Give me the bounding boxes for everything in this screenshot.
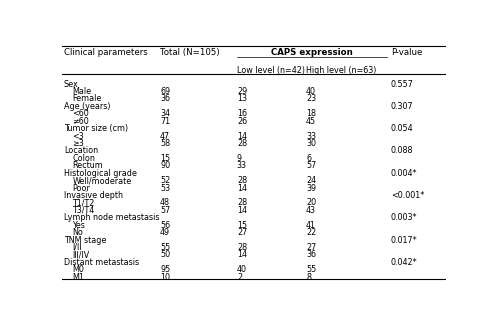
Text: 6: 6: [306, 154, 311, 163]
Text: 28: 28: [237, 176, 247, 185]
Text: 90: 90: [160, 161, 170, 170]
Text: 16: 16: [237, 109, 247, 118]
Text: Low level (n=42): Low level (n=42): [237, 66, 305, 75]
Text: 0.042*: 0.042*: [391, 258, 417, 267]
Text: 50: 50: [160, 250, 170, 259]
Text: Female: Female: [72, 95, 102, 103]
Text: 71: 71: [160, 117, 170, 126]
Text: 0.017*: 0.017*: [391, 235, 417, 245]
Text: I/II: I/II: [72, 243, 82, 252]
Text: High level (n=63): High level (n=63): [306, 66, 376, 75]
Text: 69: 69: [160, 87, 170, 96]
Text: 58: 58: [160, 139, 170, 148]
Text: 0.088: 0.088: [391, 146, 413, 155]
Text: CAPS expression: CAPS expression: [271, 48, 353, 57]
Text: 33: 33: [306, 131, 316, 141]
Text: 45: 45: [306, 117, 316, 126]
Text: Age (years): Age (years): [64, 102, 111, 111]
Text: 34: 34: [160, 109, 170, 118]
Text: 56: 56: [160, 221, 170, 230]
Text: 14: 14: [237, 183, 247, 193]
Text: 15: 15: [237, 221, 247, 230]
Text: ≠60: ≠60: [72, 117, 89, 126]
Text: 55: 55: [306, 265, 316, 274]
Text: 14: 14: [237, 250, 247, 259]
Text: Invasive depth: Invasive depth: [64, 191, 123, 200]
Text: 0.307: 0.307: [391, 102, 413, 111]
Text: 15: 15: [160, 154, 170, 163]
Text: Male: Male: [72, 87, 91, 96]
Text: M1: M1: [72, 273, 84, 282]
Text: Total (N=105): Total (N=105): [160, 48, 220, 57]
Text: T1/T2: T1/T2: [72, 198, 95, 207]
Text: 27: 27: [306, 243, 316, 252]
Text: 9: 9: [237, 154, 242, 163]
Text: 28: 28: [237, 198, 247, 207]
Text: <3: <3: [72, 131, 84, 141]
Text: 28: 28: [237, 243, 247, 252]
Text: III/IV: III/IV: [72, 250, 90, 259]
Text: 57: 57: [306, 161, 316, 170]
Text: 8: 8: [306, 273, 311, 282]
Text: 10: 10: [160, 273, 170, 282]
Text: Poor: Poor: [72, 183, 90, 193]
Text: 14: 14: [237, 131, 247, 141]
Text: 0.004*: 0.004*: [391, 169, 417, 178]
Text: M0: M0: [72, 265, 84, 274]
Text: 47: 47: [160, 131, 170, 141]
Text: Histological grade: Histological grade: [64, 169, 137, 178]
Text: 2: 2: [237, 273, 242, 282]
Text: Tumor size (cm): Tumor size (cm): [64, 124, 128, 133]
Text: 22: 22: [306, 228, 316, 237]
Text: 0.003*: 0.003*: [391, 213, 417, 222]
Text: Sex: Sex: [64, 79, 79, 89]
Text: Lymph node metastasis: Lymph node metastasis: [64, 213, 159, 222]
Text: 95: 95: [160, 265, 170, 274]
Text: 29: 29: [237, 87, 247, 96]
Text: 36: 36: [306, 250, 316, 259]
Text: <0.001*: <0.001*: [391, 191, 424, 200]
Text: Yes: Yes: [72, 221, 85, 230]
Text: 18: 18: [306, 109, 316, 118]
Text: 23: 23: [306, 95, 316, 103]
Text: 27: 27: [237, 228, 247, 237]
Text: <60: <60: [72, 109, 89, 118]
Text: Colon: Colon: [72, 154, 95, 163]
Text: 41: 41: [306, 221, 316, 230]
Text: 40: 40: [237, 265, 247, 274]
Text: 0.557: 0.557: [391, 79, 414, 89]
Text: TNM stage: TNM stage: [64, 235, 106, 245]
Text: No: No: [72, 228, 83, 237]
Text: 28: 28: [237, 139, 247, 148]
Text: 55: 55: [160, 243, 170, 252]
Text: 57: 57: [160, 206, 170, 215]
Text: T3/T4: T3/T4: [72, 206, 95, 215]
Text: 43: 43: [306, 206, 316, 215]
Text: Well/moderate: Well/moderate: [72, 176, 131, 185]
Text: 24: 24: [306, 176, 316, 185]
Text: 33: 33: [237, 161, 247, 170]
Text: 0.054: 0.054: [391, 124, 413, 133]
Text: ≥3: ≥3: [72, 139, 84, 148]
Text: 26: 26: [237, 117, 247, 126]
Text: P-value: P-value: [391, 48, 422, 57]
Text: 49: 49: [160, 228, 170, 237]
Text: 30: 30: [306, 139, 316, 148]
Text: 20: 20: [306, 198, 316, 207]
Text: Clinical parameters: Clinical parameters: [64, 48, 148, 57]
Text: 48: 48: [160, 198, 170, 207]
Text: 40: 40: [306, 87, 316, 96]
Text: 39: 39: [306, 183, 316, 193]
Text: 53: 53: [160, 183, 170, 193]
Text: Location: Location: [64, 146, 98, 155]
Text: 14: 14: [237, 206, 247, 215]
Text: 36: 36: [160, 95, 170, 103]
Text: 13: 13: [237, 95, 247, 103]
Text: Distant metastasis: Distant metastasis: [64, 258, 139, 267]
Text: Rectum: Rectum: [72, 161, 103, 170]
Text: 52: 52: [160, 176, 170, 185]
